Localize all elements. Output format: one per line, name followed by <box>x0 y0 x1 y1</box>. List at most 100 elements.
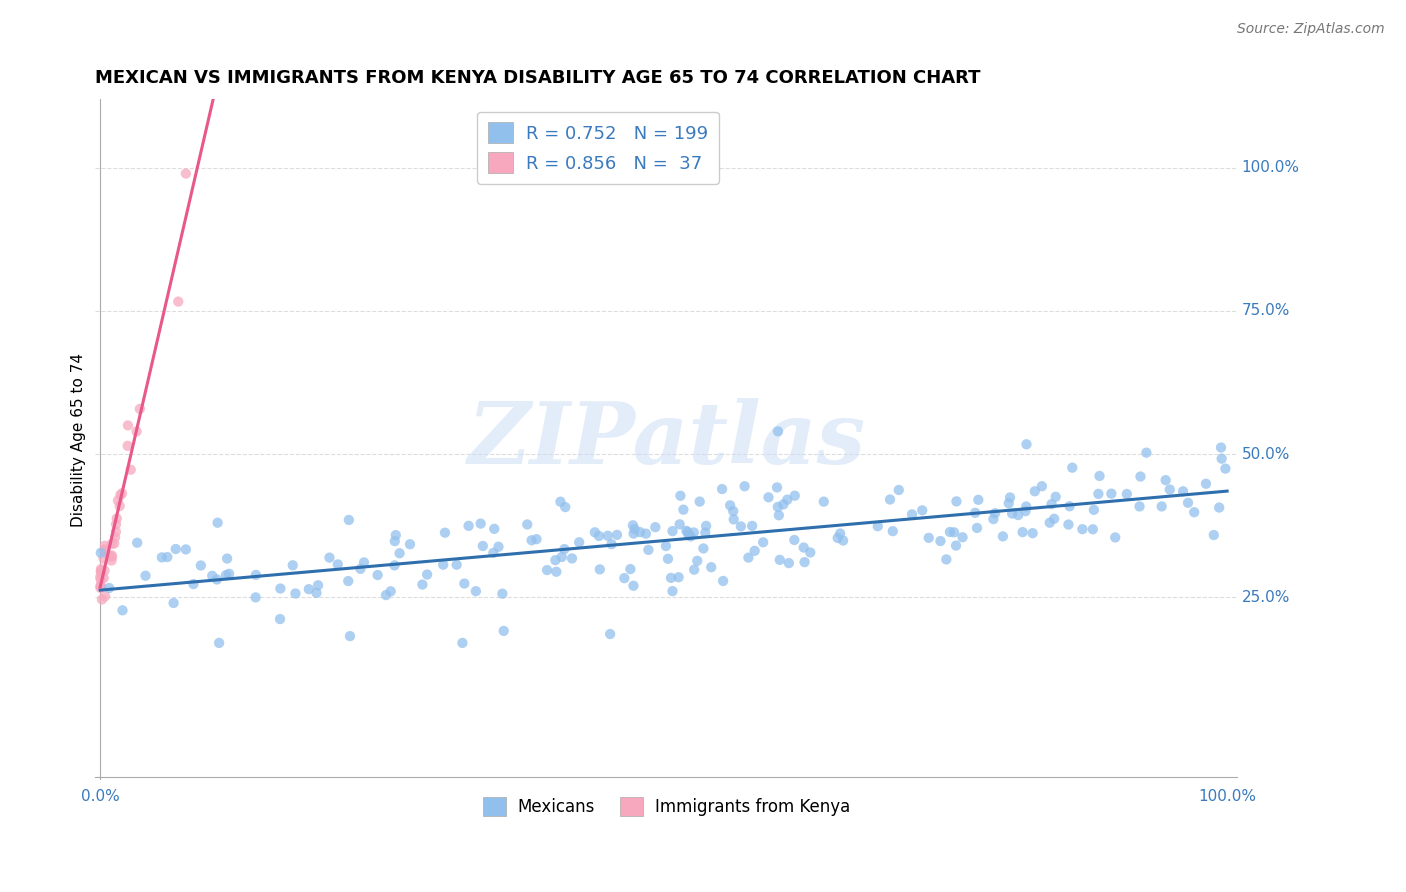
Point <box>245 591 267 605</box>
Point <box>201 569 224 583</box>
Point <box>384 534 406 549</box>
Point <box>1202 528 1225 542</box>
Point <box>952 530 974 544</box>
Point <box>737 550 759 565</box>
Point <box>104 524 127 539</box>
Point <box>1031 479 1053 493</box>
Point <box>111 603 134 617</box>
Point <box>101 537 124 551</box>
Point <box>588 529 610 543</box>
Point <box>1062 460 1084 475</box>
Point <box>793 541 815 555</box>
Point <box>553 542 575 557</box>
Point <box>695 525 717 540</box>
Point <box>307 578 329 592</box>
Point <box>104 530 127 544</box>
Point <box>516 517 538 532</box>
Point <box>482 546 505 560</box>
Point <box>446 558 468 572</box>
Point <box>1154 473 1177 487</box>
Point <box>623 526 645 541</box>
Point <box>1115 487 1137 501</box>
Point <box>661 524 683 538</box>
Point <box>1071 522 1094 536</box>
Point <box>1104 531 1126 545</box>
Point <box>208 636 231 650</box>
Point <box>90 546 112 560</box>
Point <box>1129 469 1152 483</box>
Point <box>589 562 612 576</box>
Point <box>470 516 492 531</box>
Point <box>305 586 328 600</box>
Point <box>939 524 962 539</box>
Point <box>1015 437 1038 451</box>
Point <box>766 500 789 514</box>
Point <box>367 568 389 582</box>
Point <box>269 612 291 626</box>
Point <box>700 560 723 574</box>
Point <box>679 529 702 543</box>
Point <box>1128 500 1150 514</box>
Point <box>628 525 651 540</box>
Point <box>1195 476 1218 491</box>
Point <box>125 425 148 439</box>
Point <box>678 528 700 542</box>
Point <box>783 533 806 547</box>
Point <box>120 463 142 477</box>
Point <box>583 525 606 540</box>
Point <box>103 536 125 550</box>
Point <box>110 488 132 502</box>
Point <box>655 539 678 553</box>
Point <box>1011 525 1033 540</box>
Point <box>1021 526 1043 541</box>
Point <box>1015 500 1038 514</box>
Point <box>1177 496 1199 510</box>
Point <box>90 579 112 593</box>
Point <box>637 542 659 557</box>
Point <box>432 558 454 572</box>
Point <box>281 558 304 573</box>
Point <box>90 564 112 578</box>
Point <box>832 533 855 548</box>
Point <box>758 491 780 505</box>
Point <box>107 493 129 508</box>
Point <box>768 508 790 523</box>
Point <box>550 494 572 508</box>
Point <box>945 494 967 508</box>
Point <box>1171 484 1194 499</box>
Point <box>721 504 744 518</box>
Point <box>375 588 398 602</box>
Point <box>546 565 568 579</box>
Point <box>207 516 229 530</box>
Legend: Mexicans, Immigrants from Kenya: Mexicans, Immigrants from Kenya <box>477 790 858 823</box>
Point <box>613 571 636 585</box>
Point <box>353 555 375 569</box>
Point <box>769 553 792 567</box>
Point <box>492 624 515 638</box>
Point <box>568 535 591 549</box>
Point <box>90 562 112 576</box>
Point <box>162 596 184 610</box>
Point <box>174 167 197 181</box>
Point <box>669 489 692 503</box>
Point <box>298 582 321 597</box>
Point <box>388 546 411 560</box>
Point <box>683 563 706 577</box>
Point <box>967 492 990 507</box>
Point <box>117 439 139 453</box>
Point <box>600 537 623 551</box>
Point <box>269 582 291 596</box>
Point <box>551 549 574 564</box>
Point <box>385 528 408 542</box>
Point <box>929 534 952 549</box>
Point <box>692 541 714 556</box>
Point <box>935 552 957 566</box>
Text: 75.0%: 75.0% <box>1241 303 1291 318</box>
Point <box>399 537 422 551</box>
Point <box>965 506 987 520</box>
Point <box>682 525 704 540</box>
Point <box>90 573 112 587</box>
Point <box>94 542 117 557</box>
Point <box>94 539 117 553</box>
Point <box>998 491 1021 505</box>
